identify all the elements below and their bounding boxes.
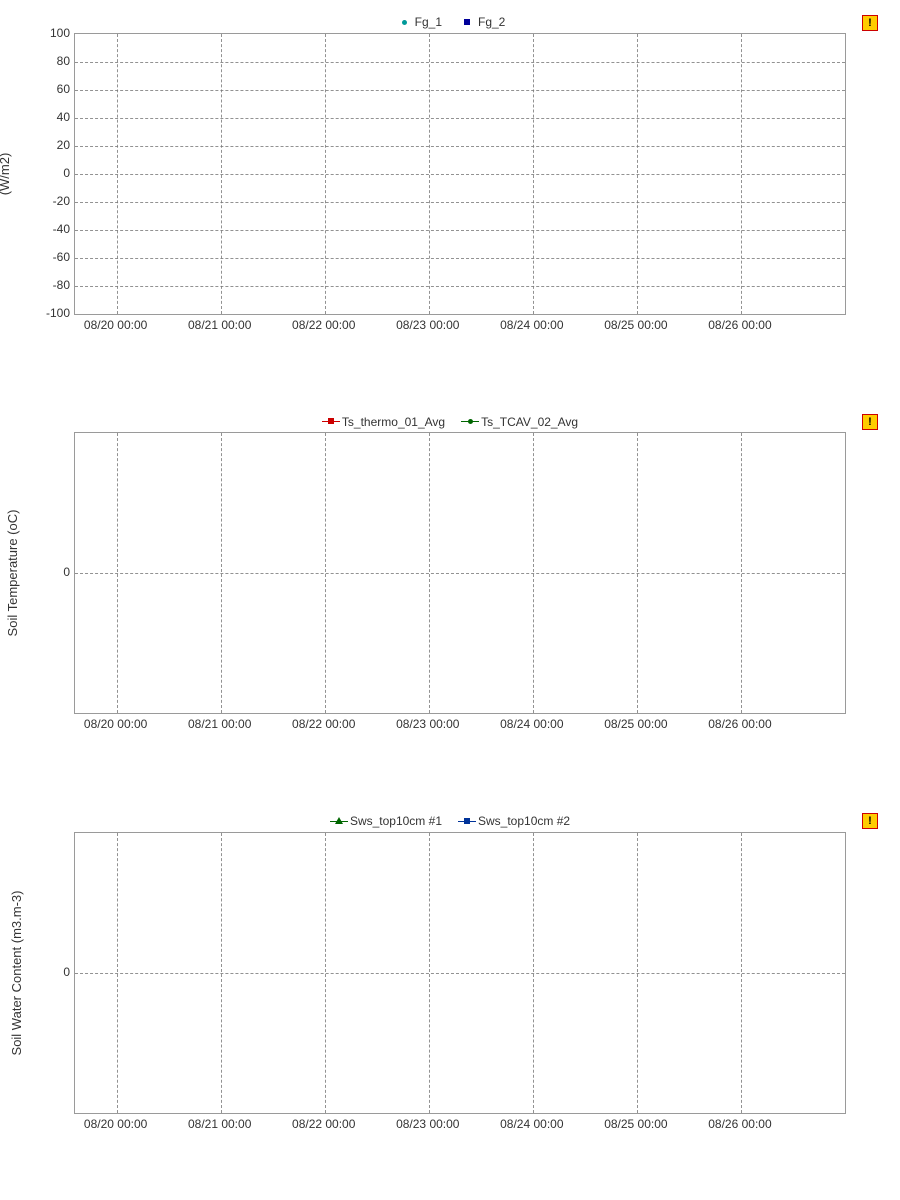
x-tick-label: 08/21 00:00 — [188, 1117, 251, 1131]
chart-fg-block: ! Fg_1 Fg_2 (W/m2) -100 -80 -60 -40 -20 0 20 40 60 80… — [0, 0, 900, 399]
y-tick-label: 40 — [34, 110, 70, 124]
x-tick-label: 08/25 00:00 — [604, 318, 667, 332]
y-tick-label: -20 — [34, 194, 70, 208]
chart-ts-block: ! Ts_thermo_01_Avg Ts_TCAV_02_Avg Soil Temp… — [0, 399, 900, 798]
gridline-vertical — [533, 433, 534, 713]
y-axis-label: Soil Water Content (m3.m-3) — [9, 890, 24, 1055]
gridline-vertical — [325, 433, 326, 713]
legend-item: Sws_top10cm #2 — [458, 813, 570, 828]
gridline-vertical — [429, 34, 430, 314]
gridline-horizontal — [75, 62, 845, 63]
x-tick-label: 08/22 00:00 — [292, 1117, 355, 1131]
gridline-vertical — [221, 833, 222, 1113]
y-tick-label: 100 — [34, 26, 70, 40]
y-axis-label: (W/m2) — [0, 153, 12, 196]
gridline-vertical — [325, 34, 326, 314]
x-tick-label: 08/24 00:00 — [500, 318, 563, 332]
gridline-vertical — [117, 34, 118, 314]
legend-item: Ts_thermo_01_Avg — [322, 414, 445, 429]
gridline-horizontal — [75, 258, 845, 259]
x-tick-label: 08/20 00:00 — [84, 717, 147, 731]
x-tick-label: 08/23 00:00 — [396, 1117, 459, 1131]
gridline-vertical — [221, 34, 222, 314]
legend-item: Fg_1 — [395, 14, 442, 29]
gridline-horizontal — [75, 146, 845, 147]
gridline-horizontal — [75, 90, 845, 91]
chart-fg-legend: Fg_1 Fg_2 — [0, 0, 900, 33]
y-tick-label: 80 — [34, 54, 70, 68]
y-tick-label: 60 — [34, 82, 70, 96]
legend-item: Sws_top10cm #1 — [330, 813, 442, 828]
x-tick-label: 08/22 00:00 — [292, 717, 355, 731]
gridline-vertical — [741, 433, 742, 713]
gridline-vertical — [117, 433, 118, 713]
gridline-horizontal — [75, 230, 845, 231]
gridline-horizontal — [75, 286, 845, 287]
legend-label: Fg_1 — [415, 15, 442, 29]
y-tick-label: 20 — [34, 138, 70, 152]
x-tick-label: 08/24 00:00 — [500, 717, 563, 731]
x-tick-label: 08/26 00:00 — [708, 318, 771, 332]
chart-sws-legend: Sws_top10cm #1 Sws_top10cm #2 — [0, 798, 900, 831]
gridline-horizontal — [75, 573, 845, 574]
chart-sws-block: ! Sws_top10cm #1 Sws_top10cm #2 Soil Water … — [0, 798, 900, 1151]
x-tick-label: 08/26 00:00 — [708, 1117, 771, 1131]
gridline-vertical — [429, 433, 430, 713]
x-tick-label: 08/23 00:00 — [396, 717, 459, 731]
y-tick-label: 0 — [34, 565, 70, 579]
x-tick-label: 08/25 00:00 — [604, 1117, 667, 1131]
legend-label: Sws_top10cm #2 — [478, 814, 570, 828]
x-tick-label: 08/22 00:00 — [292, 318, 355, 332]
gridline-vertical — [741, 833, 742, 1113]
x-tick-label: 08/20 00:00 — [84, 318, 147, 332]
x-tick-label: 08/21 00:00 — [188, 318, 251, 332]
legend-item: Ts_TCAV_02_Avg — [461, 414, 578, 429]
gridline-horizontal — [75, 973, 845, 974]
warning-icon[interactable]: ! — [862, 813, 878, 829]
gridline-horizontal — [75, 202, 845, 203]
gridline-vertical — [325, 833, 326, 1113]
x-tick-label: 08/26 00:00 — [708, 717, 771, 731]
y-tick-label: 0 — [34, 166, 70, 180]
chart-sws-plot — [74, 832, 846, 1114]
y-tick-label: -40 — [34, 222, 70, 236]
gridline-vertical — [117, 833, 118, 1113]
gridline-vertical — [221, 433, 222, 713]
y-tick-label: 0 — [34, 965, 70, 979]
legend-item: Fg_2 — [458, 14, 505, 29]
chart-ts-legend: Ts_thermo_01_Avg Ts_TCAV_02_Avg — [0, 399, 900, 432]
gridline-vertical — [533, 34, 534, 314]
x-tick-label: 08/20 00:00 — [84, 1117, 147, 1131]
x-tick-label: 08/25 00:00 — [604, 717, 667, 731]
y-axis-label: Soil Temperature (oC) — [5, 510, 20, 637]
chart-ts-plot — [74, 432, 846, 714]
legend-label: Sws_top10cm #1 — [350, 814, 442, 828]
legend-label: Ts_thermo_01_Avg — [342, 414, 445, 428]
y-tick-label: -100 — [34, 306, 70, 320]
x-tick-label: 08/23 00:00 — [396, 318, 459, 332]
y-tick-label: -60 — [34, 250, 70, 264]
gridline-horizontal — [75, 174, 845, 175]
y-tick-label: -80 — [34, 278, 70, 292]
gridline-vertical — [533, 833, 534, 1113]
warning-icon[interactable]: ! — [862, 15, 878, 31]
x-tick-label: 08/21 00:00 — [188, 717, 251, 731]
legend-label: Fg_2 — [478, 15, 505, 29]
gridline-vertical — [637, 833, 638, 1113]
legend-label: Ts_TCAV_02_Avg — [481, 414, 578, 428]
gridline-vertical — [637, 433, 638, 713]
gridline-vertical — [429, 833, 430, 1113]
chart-fg-plot — [74, 33, 846, 315]
warning-icon[interactable]: ! — [862, 414, 878, 430]
gridline-vertical — [741, 34, 742, 314]
x-tick-label: 08/24 00:00 — [500, 1117, 563, 1131]
gridline-horizontal — [75, 118, 845, 119]
gridline-vertical — [637, 34, 638, 314]
